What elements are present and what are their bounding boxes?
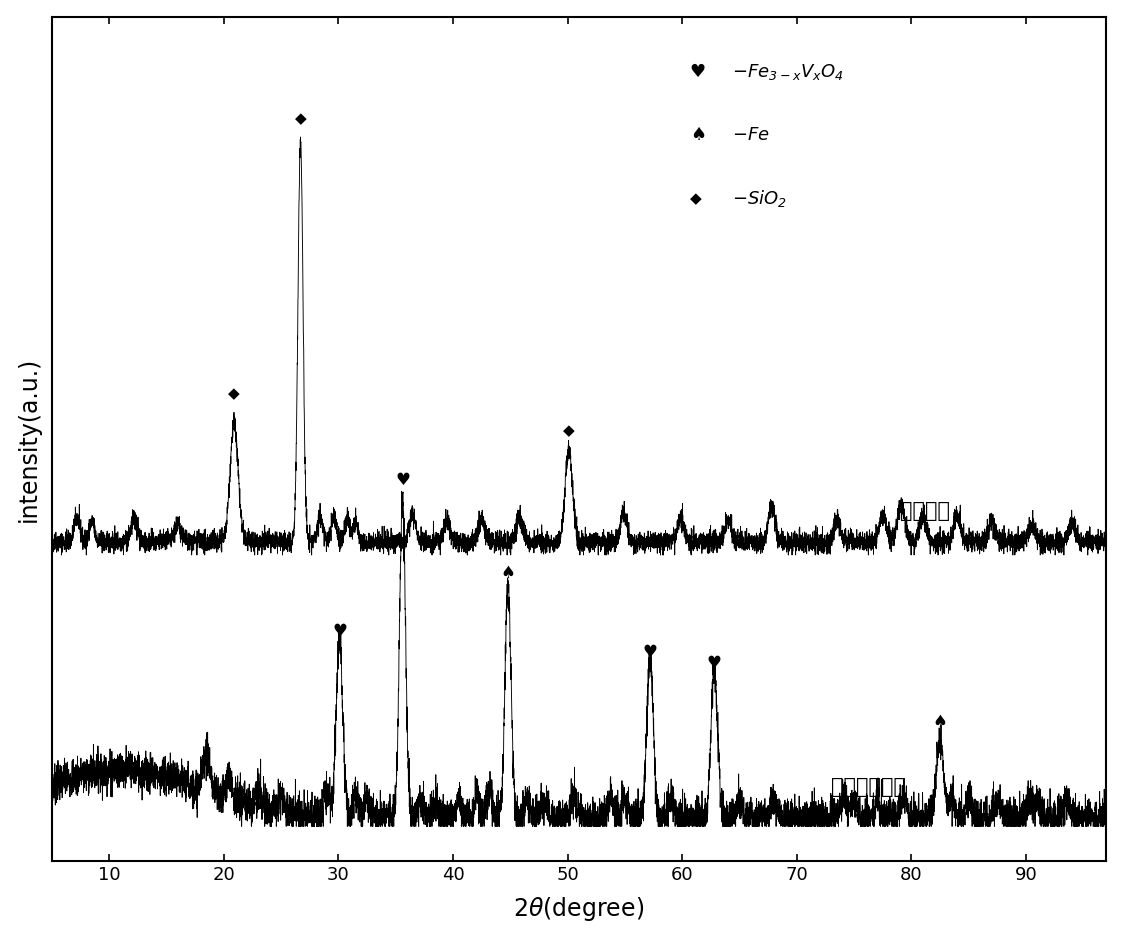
Text: $\mathregular{-Fe}$: $\mathregular{-Fe}$: [732, 126, 769, 144]
Text: ◆: ◆: [228, 386, 240, 401]
Text: $\mathregular{-Fe_{3-x}V_xO_4}$: $\mathregular{-Fe_{3-x}V_xO_4}$: [732, 62, 844, 82]
Text: ♥: ♥: [395, 471, 410, 489]
Text: ◆: ◆: [294, 111, 307, 126]
Text: ◆: ◆: [563, 423, 575, 438]
Text: ◆: ◆: [690, 191, 702, 206]
Text: ♠: ♠: [501, 564, 515, 582]
Text: ♠: ♠: [933, 713, 948, 730]
X-axis label: $2\theta$(degree): $2\theta$(degree): [513, 895, 645, 923]
Text: ♥: ♥: [332, 621, 347, 639]
Text: 磁选精矿物相: 磁选精矿物相: [831, 777, 906, 797]
Text: ♥: ♥: [642, 643, 658, 661]
Y-axis label: intensity(a.u.): intensity(a.u.): [17, 356, 40, 522]
Text: $\mathregular{-SiO_2}$: $\mathregular{-SiO_2}$: [732, 188, 787, 209]
Text: ♥: ♥: [706, 654, 722, 672]
Text: ♠: ♠: [690, 126, 706, 144]
Text: 原矿物相: 原矿物相: [900, 501, 950, 521]
Text: ♥: ♥: [690, 63, 706, 81]
